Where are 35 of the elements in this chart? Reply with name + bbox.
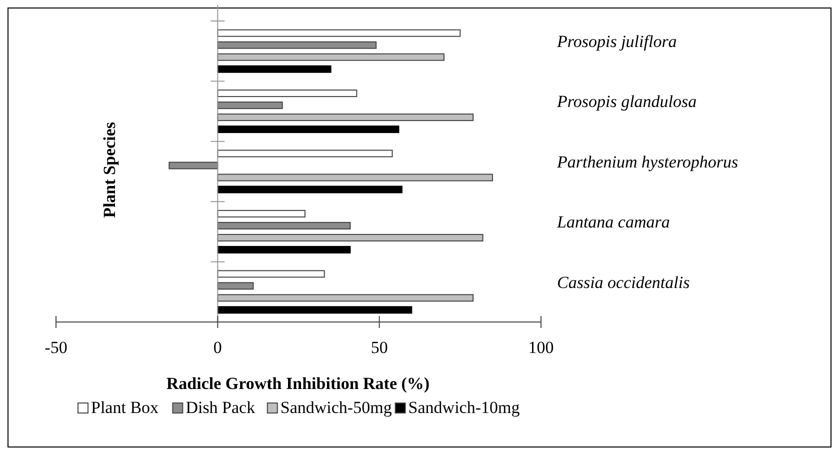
y-tick-label: Prosopis glandulosa bbox=[556, 92, 697, 112]
y-tick-label: Parthenium hysterophorus bbox=[556, 152, 739, 172]
bar bbox=[217, 222, 351, 230]
bar bbox=[217, 29, 461, 37]
y-tick-label: Lantana camara bbox=[556, 212, 670, 232]
bar bbox=[217, 90, 358, 98]
bar bbox=[217, 41, 377, 49]
bar bbox=[217, 210, 306, 218]
bar bbox=[217, 306, 412, 314]
bar bbox=[168, 162, 218, 170]
bar bbox=[217, 126, 400, 134]
y-axis-title: Plant Species bbox=[100, 122, 119, 218]
legend-label: Dish Pack bbox=[186, 398, 256, 417]
x-tick-label: 50 bbox=[370, 338, 388, 357]
y-tick-label: Cassia occidentalis bbox=[557, 272, 690, 292]
bar bbox=[217, 294, 474, 302]
bar bbox=[217, 150, 393, 158]
bar bbox=[217, 53, 444, 61]
bar bbox=[217, 102, 283, 110]
bar bbox=[217, 65, 332, 73]
legend-label: Sandwich-50mg bbox=[280, 398, 392, 417]
legend-label: Plant Box bbox=[91, 398, 160, 417]
bar bbox=[217, 186, 402, 194]
bar bbox=[217, 282, 254, 290]
legend-label: Sandwich-10mg bbox=[408, 398, 520, 417]
y-tick-label: Prosopis juliflora bbox=[556, 32, 677, 52]
x-tick-label: -50 bbox=[44, 338, 68, 357]
bar bbox=[217, 114, 474, 122]
x-tick-label: 100 bbox=[528, 338, 554, 357]
x-axis-title: Radicle Growth Inhibition Rate (%) bbox=[166, 374, 430, 393]
bar bbox=[217, 246, 351, 254]
bar bbox=[217, 234, 484, 242]
bar bbox=[217, 174, 493, 182]
x-tick-label: 0 bbox=[213, 338, 222, 357]
bar bbox=[217, 270, 325, 278]
